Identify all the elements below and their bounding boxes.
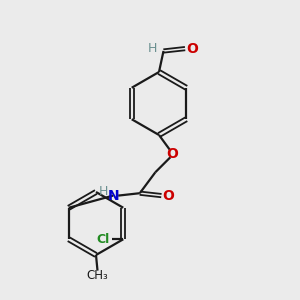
Text: Cl: Cl: [97, 233, 110, 246]
Text: O: O: [166, 147, 178, 161]
Text: CH₃: CH₃: [87, 269, 108, 282]
Text: H: H: [98, 184, 108, 198]
Text: O: O: [162, 189, 174, 202]
Text: O: O: [186, 42, 198, 56]
Text: H: H: [147, 42, 157, 55]
Text: N: N: [107, 189, 119, 202]
